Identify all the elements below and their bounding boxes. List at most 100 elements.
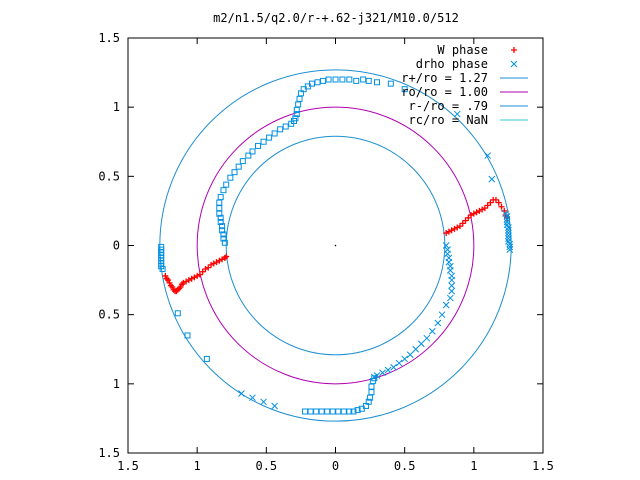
drho-phase-square [184, 332, 191, 339]
drho-phase-square [219, 223, 226, 230]
w-phase-point [465, 214, 472, 221]
drho-phase-point [444, 246, 451, 254]
w-phase-point [481, 205, 488, 212]
drho-phase-square [235, 163, 242, 170]
drho-phase-point [238, 390, 245, 397]
drho-phase-point [510, 60, 518, 68]
drho-phase-square [346, 76, 353, 83]
drho-phase-point [417, 340, 425, 348]
w-phase-point [459, 220, 466, 227]
drho-phase-square [231, 169, 238, 176]
drho-phase-square [296, 95, 303, 102]
x-tick-label: 1 [194, 459, 201, 473]
drho-phase-square [365, 77, 372, 84]
drho-phase-square [367, 394, 374, 401]
drho-phase-square [159, 266, 166, 273]
w-phase-point [180, 279, 187, 286]
w-phase-point [492, 196, 499, 203]
drho-phase-square [401, 86, 408, 93]
w-phase-point [213, 259, 220, 266]
drho-phase-square [365, 398, 372, 405]
w-phase-point [511, 47, 517, 53]
data-points [158, 76, 514, 415]
w-phase-point [448, 227, 455, 234]
drho-phase-point [505, 232, 512, 240]
drho-phase-point [484, 152, 492, 159]
drho-phase-point [445, 254, 453, 262]
drho-phase-point [260, 398, 267, 406]
drho-phase-point [401, 355, 409, 363]
drho-phase-point [446, 294, 454, 302]
drho-phase-point [395, 359, 403, 367]
drho-phase-square [346, 408, 353, 415]
w-phase-point [176, 285, 183, 292]
drho-phase-point [505, 235, 512, 242]
w-phase-point [169, 284, 176, 290]
drho-phase-square [277, 126, 284, 133]
drho-phase-point [428, 327, 436, 335]
drho-phase-point [390, 363, 397, 371]
w-phase-point [185, 277, 192, 284]
drho-phase-point [406, 351, 414, 359]
w-phase-point [196, 271, 203, 278]
drho-phase-square [387, 80, 394, 87]
drho-phase-square [295, 101, 302, 108]
drho-phase-square [219, 227, 226, 234]
drho-phase-point [249, 394, 256, 402]
drho-phase-point [442, 301, 450, 309]
x-tick-label: 1 [470, 459, 477, 473]
drho-phase-point [503, 215, 511, 223]
w-phase-point [445, 228, 452, 235]
drho-phase-square [354, 407, 361, 414]
drho-phase-square [308, 80, 315, 87]
drho-phase-square [223, 181, 230, 188]
legend-label: r+/ro = 1.27 [401, 71, 488, 85]
drho-phase-point [488, 175, 496, 183]
drho-phase-point [505, 237, 512, 245]
w-phase-point [219, 256, 226, 263]
drho-phase-point [379, 369, 386, 377]
x-tick-label: 1.5 [532, 459, 554, 473]
w-phase-point [166, 279, 173, 286]
w-phase-point [470, 210, 477, 217]
w-phase-point [177, 284, 184, 290]
drho-phase-square [325, 76, 332, 83]
drho-phase-square [220, 235, 227, 242]
drho-phase-point [505, 229, 512, 237]
w-phase-point [457, 223, 463, 230]
drho-phase-square [340, 408, 347, 415]
y-tick-label: 0 [113, 239, 120, 253]
drho-phase-square [339, 76, 346, 83]
drho-phase-point [503, 218, 511, 226]
w-phase-point [178, 281, 185, 288]
drho-phase-square [239, 158, 246, 165]
drho-phase-square [332, 76, 339, 83]
drho-phase-square [245, 152, 252, 159]
w-phase-point [191, 274, 198, 281]
w-phase-point [202, 266, 209, 273]
drho-phase-square [217, 194, 224, 201]
w-phase-point [210, 260, 217, 267]
w-phase-point [194, 272, 201, 279]
drho-phase-square [302, 408, 309, 415]
drho-phase-square [217, 218, 224, 225]
w-phase-point [451, 225, 458, 232]
drho-phase-square [371, 375, 378, 382]
drho-phase-square [260, 138, 267, 145]
chart-title: m2/n1.5/q2.0/r-+.62-j321/M10.0/512 [213, 11, 459, 25]
legend-label: W phase [437, 43, 488, 57]
w-phase-point [462, 217, 469, 224]
w-phase-point [208, 261, 214, 268]
drho-phase-square [329, 408, 336, 415]
center-dot [334, 244, 337, 247]
drho-phase-point [506, 246, 514, 254]
drho-phase-square [360, 76, 367, 83]
w-phase-point [174, 286, 181, 293]
drho-phase-square [350, 408, 357, 415]
axis-ticks: 1.5 1 0.5 0 0.5 1 1.51.510.500.511.5 [98, 31, 554, 473]
drho-phase-point [448, 287, 456, 295]
y-tick-label: 0.5 [98, 308, 120, 322]
drho-phase-square [335, 408, 342, 415]
w-phase-point [498, 203, 505, 210]
